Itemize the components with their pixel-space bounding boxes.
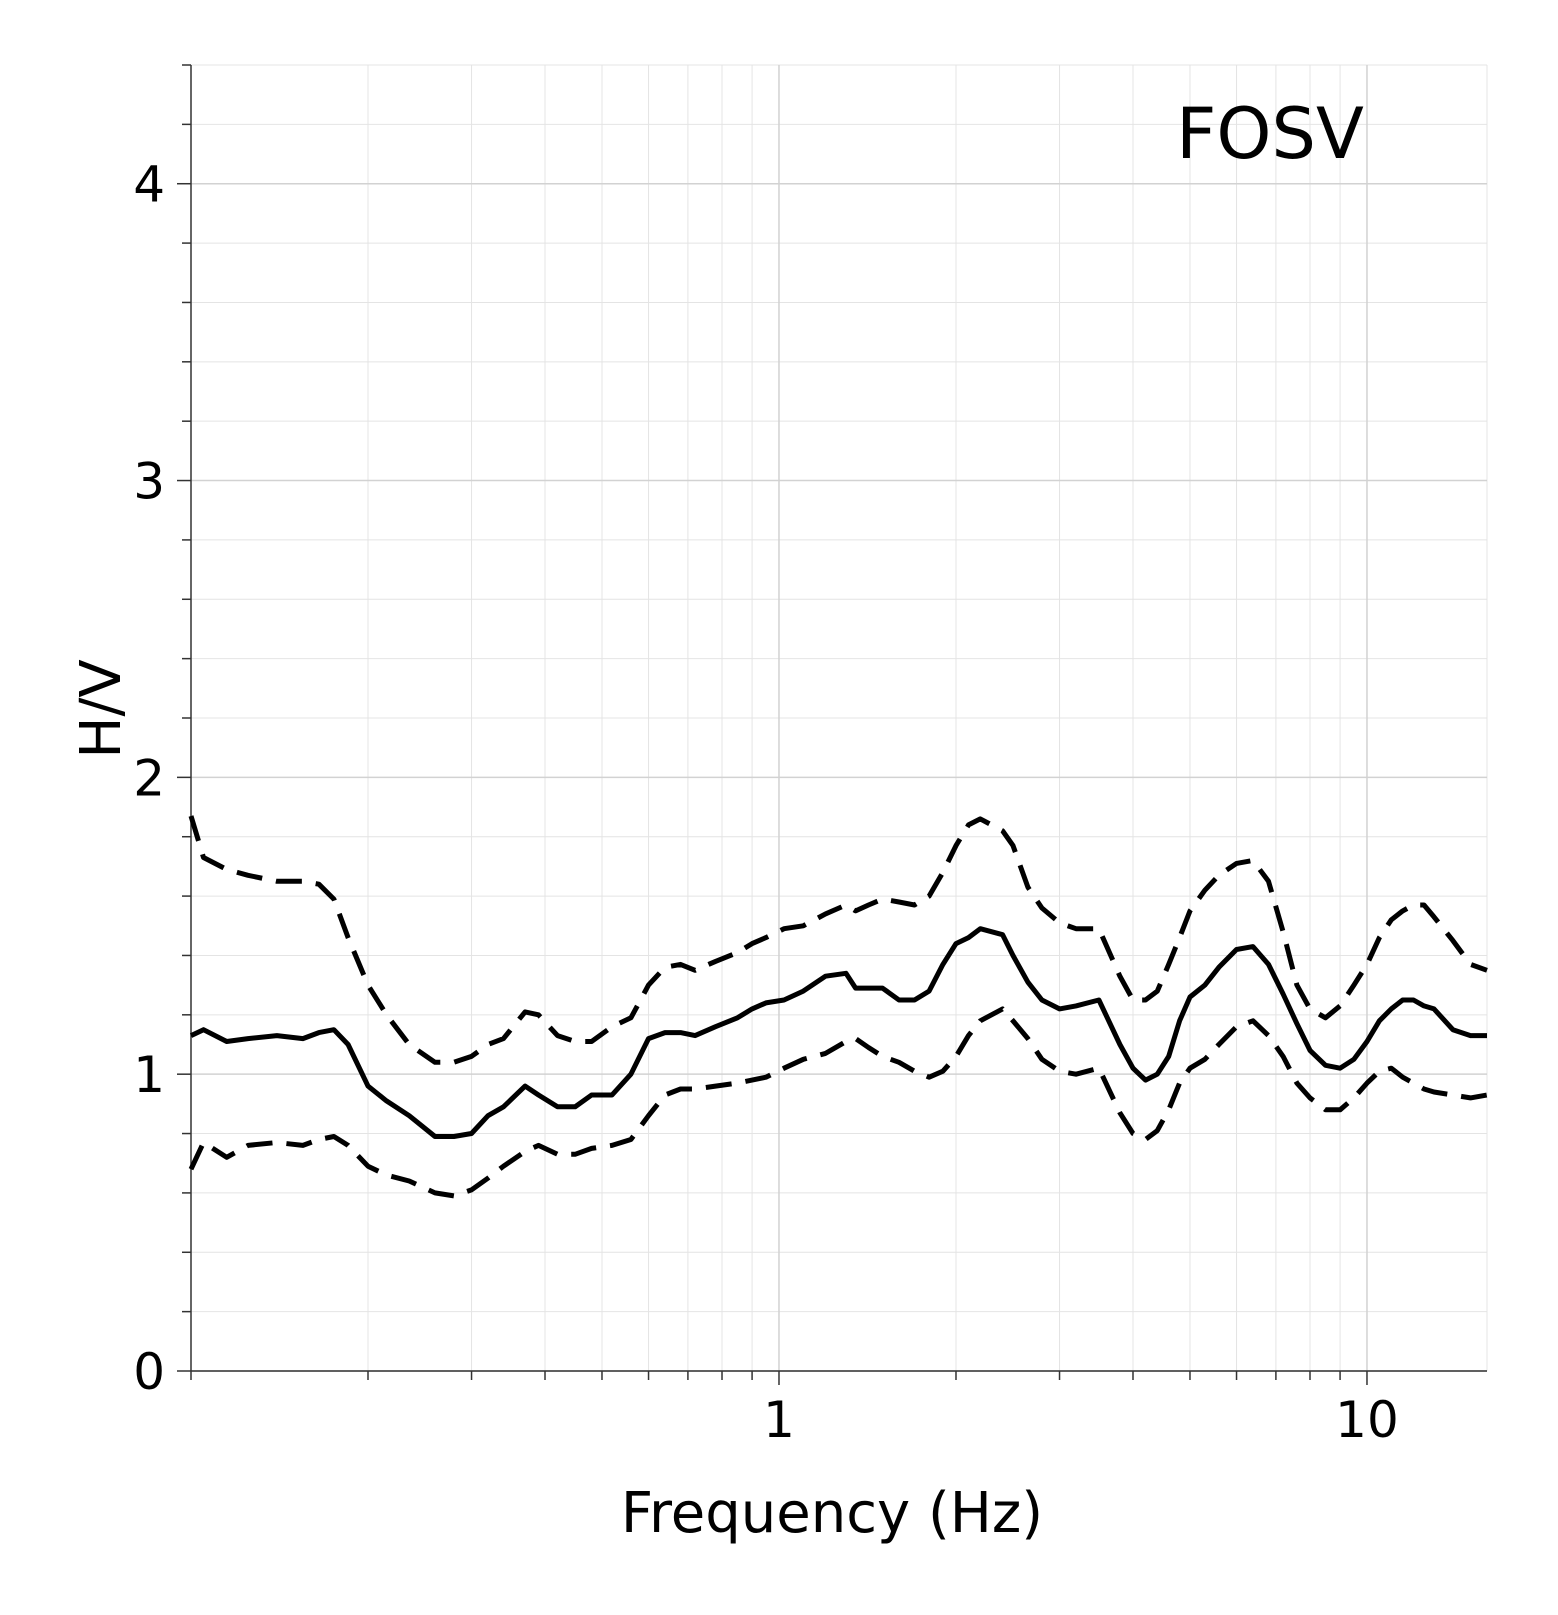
y-tick-label: 1 (133, 1046, 165, 1104)
y-tick-label: 4 (133, 156, 165, 214)
hv-lower-std-curve (188, 1006, 1488, 1199)
series-layer (188, 815, 1488, 1199)
station-label: FOSV (1176, 93, 1364, 175)
y-axis-title: H/V (69, 659, 134, 758)
minor-gridlines (190, 64, 1488, 1371)
x-axis-title: Frequency (Hz) (621, 1481, 1043, 1546)
x-tick-label: 1 (763, 1391, 795, 1449)
tick-marks (177, 64, 1368, 1385)
tick-labels: 1 10 0 1 2 3 4 (133, 156, 1399, 1449)
x-tick-label: 10 (1335, 1391, 1399, 1449)
y-tick-label: 0 (133, 1343, 165, 1401)
y-tick-label: 3 (133, 453, 165, 511)
hv-mean-curve (189, 926, 1487, 1139)
y-tick-label: 2 (133, 749, 165, 807)
hv-upper-std-curve (188, 815, 1488, 1065)
